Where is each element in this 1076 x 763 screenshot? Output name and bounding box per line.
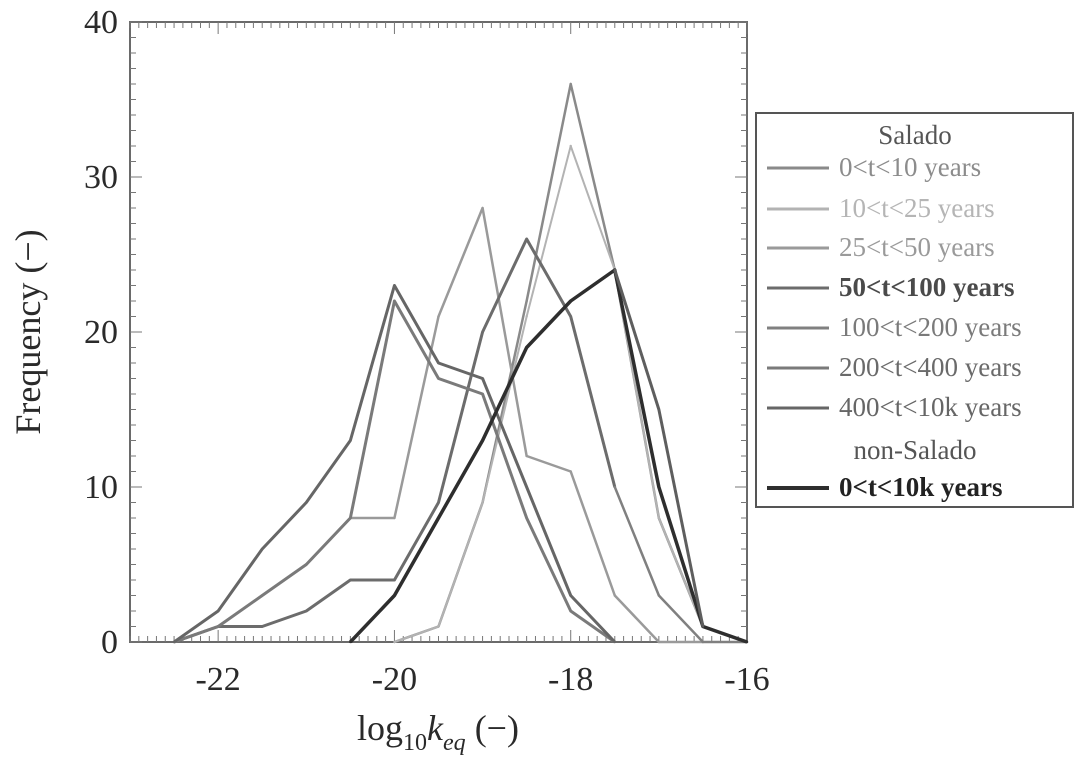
- data-point: [481, 501, 484, 504]
- y-axis-label: Frequency (−): [8, 229, 48, 434]
- x-tick-label: -16: [724, 661, 769, 698]
- data-point: [569, 315, 572, 318]
- data-point: [525, 485, 528, 489]
- x-label-eq: eq: [443, 730, 466, 756]
- data-point: [349, 516, 352, 520]
- data-point: [657, 516, 661, 520]
- data-point: [349, 578, 352, 582]
- data-point: [393, 578, 396, 582]
- data-point: [525, 315, 528, 318]
- data-point: [393, 516, 396, 520]
- data-point: [437, 377, 440, 380]
- data-point: [349, 439, 352, 442]
- data-point: [305, 563, 308, 566]
- data-point: [481, 439, 484, 442]
- x-tick-label: -18: [548, 661, 593, 698]
- plot-area: [129, 21, 748, 643]
- data-point: [525, 237, 528, 241]
- data-point: [569, 82, 572, 86]
- data-point: [569, 594, 572, 597]
- legend-item-label: 400<t<10k years: [839, 392, 1022, 422]
- data-point: [701, 640, 705, 644]
- legend-header-non-salado: non-Salado: [854, 435, 977, 465]
- data-point: [569, 609, 572, 613]
- data-point: [216, 625, 220, 628]
- data-point: [481, 392, 484, 396]
- data-point: [305, 609, 308, 613]
- legend: Salado 0<t<10 years 10<t<25 years 25<t<50 y…: [755, 112, 1074, 508]
- legend-item-label: 25<t<50 years: [839, 232, 995, 262]
- data-point: [481, 330, 484, 334]
- data-point: [393, 594, 396, 597]
- y-tick-label: 0: [101, 624, 118, 661]
- data-point: [569, 299, 572, 303]
- data-point: [437, 361, 440, 365]
- data-point: [261, 594, 264, 597]
- legend-item-label: 200<t<400 years: [839, 352, 1022, 382]
- x-label-sub: 10: [403, 730, 427, 756]
- data-point: [437, 315, 440, 318]
- x-label-unit: (−): [466, 708, 519, 748]
- data-point: [481, 377, 484, 380]
- data-point: [216, 609, 220, 613]
- minor-ticks: [129, 21, 748, 643]
- data-point: [349, 640, 352, 644]
- data-point: [613, 485, 616, 489]
- x-label-k: k: [427, 708, 444, 748]
- y-tick-labels: 0 10 20 30 40: [84, 4, 118, 661]
- series-line-4: [613, 486, 747, 644]
- data-point: [657, 640, 661, 644]
- x-axis-label: log10keq (−): [357, 708, 519, 756]
- data-point: [569, 144, 572, 148]
- data-point: [393, 284, 396, 287]
- data-point: [613, 640, 616, 644]
- series-line-7: [349, 268, 748, 644]
- legend-header-salado: Salado: [878, 120, 952, 150]
- data-point: [701, 625, 705, 628]
- series-group: [172, 82, 749, 644]
- legend-item-label: 0<t<10k years: [839, 472, 1003, 502]
- y-tick-label: 20: [84, 314, 118, 351]
- data-point: [525, 516, 528, 520]
- data-point: [657, 594, 661, 597]
- data-point: [745, 640, 749, 644]
- data-point: [481, 206, 484, 210]
- y-tick-label: 30: [84, 159, 118, 196]
- y-tick-label: 40: [84, 4, 118, 41]
- data-point: [613, 594, 616, 597]
- data-point: [657, 408, 661, 411]
- data-point: [613, 268, 616, 272]
- data-point: [525, 454, 528, 458]
- data-point: [261, 625, 264, 628]
- data-point: [305, 501, 308, 504]
- data-point: [525, 299, 528, 303]
- x-tick-label: -20: [372, 661, 417, 698]
- x-tick-label: -22: [195, 661, 240, 698]
- y-tick-label: 10: [84, 469, 118, 506]
- x-tick-labels: -22 -20 -18 -16: [195, 661, 769, 698]
- data-point: [172, 640, 176, 644]
- legend-item-label: 10<t<25 years: [839, 193, 995, 223]
- data-point: [393, 299, 396, 303]
- data-point: [437, 501, 440, 504]
- data-point: [525, 346, 528, 349]
- x-label-log: log: [357, 708, 403, 748]
- data-point: [437, 625, 440, 628]
- data-point: [657, 485, 661, 489]
- data-point: [437, 516, 440, 520]
- data-point: [569, 470, 572, 473]
- data-point: [261, 547, 264, 551]
- data-point: [393, 640, 396, 644]
- legend-item-label: 100<t<200 years: [839, 312, 1022, 342]
- legend-item-label: 0<t<10 years: [839, 152, 981, 182]
- legend-item-label: 50<t<100 years: [839, 272, 1015, 302]
